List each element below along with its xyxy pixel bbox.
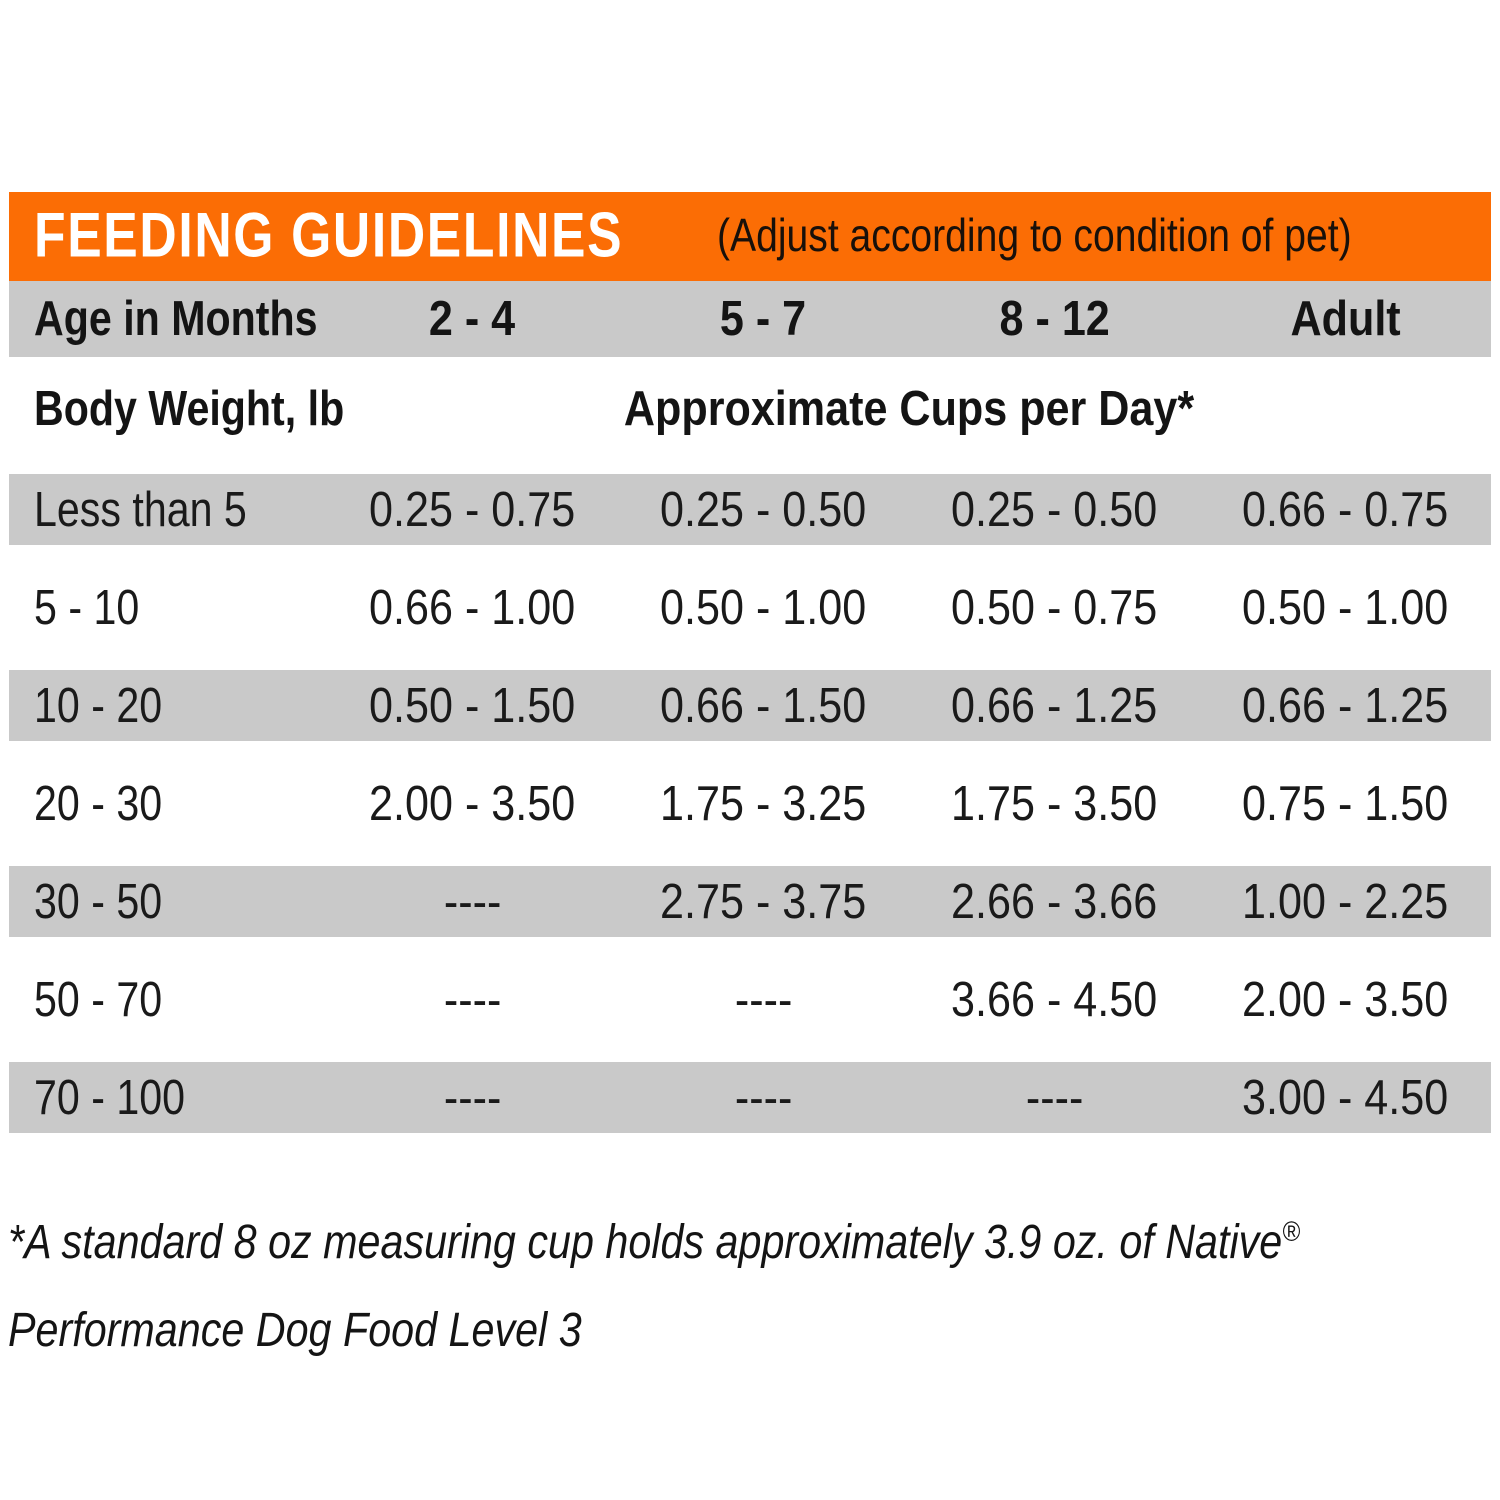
weight-cell: 5 - 10 [34,581,140,635]
value-cell: 0.66 - 0.75 [1242,483,1449,537]
table-row: 30 - 50 ---- 2.75 - 3.75 2.66 - 3.66 1.0… [9,853,1491,951]
table-row: 5 - 10 0.66 - 1.00 0.50 - 1.00 0.50 - 0.… [9,559,1491,657]
value-cell: 0.66 - 1.00 [369,581,576,635]
value-cell: ---- [443,875,502,929]
value-cell: 3.00 - 4.50 [1242,1071,1449,1125]
value-cell: 1.00 - 2.25 [1242,875,1449,929]
value-cell: 0.66 - 1.25 [1242,679,1449,733]
weight-cell: 50 - 70 [34,973,163,1027]
weight-cell: Less than 5 [34,483,247,537]
footnote-line-2: Performance Dog Food Level 3 [8,1287,1492,1375]
value-cell: 1.75 - 3.50 [951,777,1158,831]
age-column-header: 8 - 12 [909,291,1200,347]
cups-header-label: Approximate Cups per Day* [623,382,1195,436]
value-cell: 0.66 - 1.25 [951,679,1158,733]
table-row: 50 - 70 ---- ---- 3.66 - 4.50 2.00 - 3.5… [9,951,1491,1049]
footnote: *A standard 8 oz measuring cup holds app… [8,1188,1492,1375]
age-column-header: 2 - 4 [327,291,618,347]
weight-header-cell: Body Weight, lb [9,381,344,437]
footnote-text: Performance Dog Food Level 3 [8,1304,582,1357]
age-column-2-4: 2 - 4 [429,292,516,346]
page-title: FEEDING GUIDELINES [34,200,624,271]
age-header-label-cell: Age in Months [9,291,327,347]
weight-header-label: Body Weight, lb [34,382,345,436]
footnote-line-1: *A standard 8 oz measuring cup holds app… [8,1188,1492,1287]
title-banner: FEEDING GUIDELINES (Adjust according to … [9,192,1491,281]
table-row: Less than 5 0.25 - 0.75 0.25 - 0.50 0.25… [9,461,1491,559]
table-body: Less than 5 0.25 - 0.75 0.25 - 0.50 0.25… [9,461,1491,1147]
value-cell: 0.50 - 1.00 [1242,581,1449,635]
value-cell: 0.66 - 1.50 [660,679,867,733]
value-cell: ---- [443,973,502,1027]
value-cell: 0.75 - 1.50 [1242,777,1449,831]
value-cell: 0.50 - 1.00 [660,581,867,635]
table-row: 10 - 20 0.50 - 1.50 0.66 - 1.50 0.66 - 1… [9,657,1491,755]
age-column-header: 5 - 7 [618,291,909,347]
value-cell: 1.75 - 3.25 [660,777,867,831]
table-row: 70 - 100 ---- ---- ---- 3.00 - 4.50 [9,1049,1491,1147]
value-cell: 2.75 - 3.75 [660,875,867,929]
value-cell: 0.25 - 0.50 [660,483,867,537]
value-cell: 2.00 - 3.50 [369,777,576,831]
weight-cell: 30 - 50 [34,875,163,929]
value-cell: 2.66 - 3.66 [951,875,1158,929]
weight-cell: 20 - 30 [34,777,163,831]
age-column-5-7: 5 - 7 [720,292,807,346]
weight-cell: 70 - 100 [34,1071,186,1125]
registered-trademark-symbol: ® [1282,1216,1301,1247]
value-cell: 2.00 - 3.50 [1242,973,1449,1027]
page-subtitle: (Adjust according to condition of pet) [717,208,1352,261]
cups-header-cell: Approximate Cups per Day* [327,381,1491,437]
value-cell: 0.25 - 0.75 [369,483,576,537]
value-cell: ---- [734,973,793,1027]
footnote-text: *A standard 8 oz measuring cup holds app… [8,1216,1283,1269]
age-header-row: Age in Months 2 - 4 5 - 7 8 - 12 Adult [9,281,1491,357]
value-cell: 0.25 - 0.50 [951,483,1158,537]
value-cell: ---- [1025,1071,1084,1125]
age-column-8-12: 8 - 12 [999,292,1110,346]
value-cell: 3.66 - 4.50 [951,973,1158,1027]
age-column-header: Adult [1200,291,1491,347]
value-cell: ---- [443,1071,502,1125]
value-cell: ---- [734,1071,793,1125]
age-header-label: Age in Months [34,292,318,346]
weight-cell: 10 - 20 [34,679,163,733]
value-cell: 0.50 - 1.50 [369,679,576,733]
age-column-adult: Adult [1290,292,1401,346]
subheader-row: Body Weight, lb Approximate Cups per Day… [9,357,1491,461]
value-cell: 0.50 - 0.75 [951,581,1158,635]
table-row: 20 - 30 2.00 - 3.50 1.75 - 3.25 1.75 - 3… [9,755,1491,853]
